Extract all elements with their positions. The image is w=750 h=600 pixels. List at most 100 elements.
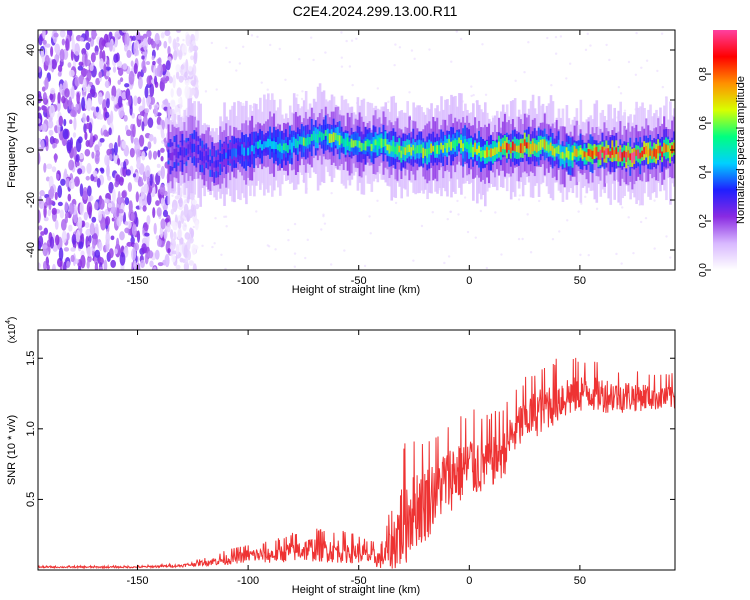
ridge-cell — [436, 145, 439, 154]
noise-speck — [184, 257, 189, 265]
ridge-cell — [233, 148, 236, 157]
sparse-speck — [223, 215, 226, 219]
noise-speck — [131, 247, 137, 261]
noise-speck — [132, 173, 137, 178]
sparse-speck — [213, 242, 216, 245]
noise-speck — [153, 222, 157, 235]
sparse-speck — [293, 252, 297, 255]
sparse-speck — [330, 191, 333, 195]
ridge-cell — [639, 152, 642, 159]
noise-speck — [148, 134, 154, 142]
noise-speck — [91, 151, 95, 159]
noise-speck — [104, 198, 110, 204]
ridge-cell — [521, 143, 525, 154]
noise-speck — [177, 220, 182, 230]
ridge-cell — [553, 148, 557, 157]
noise-speck — [173, 50, 178, 61]
noise-speck — [57, 123, 61, 135]
sparse-speck — [605, 43, 608, 47]
sparse-speck — [300, 97, 304, 101]
sparse-speck — [456, 199, 459, 203]
snr-series-line — [38, 357, 675, 570]
ridge-cell — [663, 142, 666, 154]
noise-speck — [83, 211, 88, 221]
ridge-cell — [523, 139, 527, 146]
sparse-speck — [627, 60, 631, 64]
ridge-cell — [541, 139, 545, 148]
sparse-speck — [584, 48, 588, 52]
noise-speck — [107, 202, 113, 209]
noise-speck — [132, 123, 136, 138]
noise-speck — [116, 207, 120, 220]
noise-speck — [87, 84, 91, 93]
sparse-speck — [398, 46, 402, 49]
ridge-cell — [412, 144, 415, 151]
ridge-cell — [444, 142, 447, 149]
noise-speck — [38, 94, 43, 104]
noise-speck — [142, 97, 146, 111]
sparse-speck — [225, 46, 228, 50]
ridge-cell — [257, 141, 260, 149]
noise-speck — [110, 110, 114, 124]
ridge-cell — [589, 149, 593, 157]
noise-speck — [146, 75, 152, 86]
ridge-cell — [380, 138, 384, 148]
ridge-cell — [519, 143, 523, 154]
noise-speck — [194, 220, 199, 231]
noise-speck — [146, 192, 152, 206]
sparse-speck — [322, 213, 325, 216]
noise-speck — [59, 30, 66, 38]
ridge-cell — [647, 150, 650, 157]
noise-speck — [121, 190, 127, 199]
ridge-cell — [661, 151, 664, 158]
ridge-cell — [517, 145, 521, 153]
noise-speck — [49, 93, 54, 101]
sparse-speck — [449, 210, 452, 213]
noise-speck — [184, 71, 188, 78]
sparse-speck — [579, 253, 582, 257]
ridge-cell — [366, 139, 370, 147]
x-tick-label: 50 — [574, 275, 586, 287]
colorbar-tick-label: 0.4 — [698, 165, 709, 179]
noise-speck — [51, 263, 56, 270]
noise-speck — [47, 209, 52, 217]
sparse-speck — [323, 222, 327, 225]
noise-speck — [87, 196, 92, 203]
noise-speck — [98, 257, 104, 266]
noise-speck — [157, 149, 161, 158]
ridge-cell — [382, 139, 386, 148]
noise-speck — [42, 242, 49, 257]
ridge-cell — [342, 138, 346, 147]
noise-speck — [85, 228, 92, 237]
noise-speck — [119, 176, 124, 186]
noise-speck — [59, 83, 63, 95]
noise-speck — [43, 227, 49, 235]
ridge-cell — [478, 145, 481, 153]
snr-frame — [37, 329, 676, 571]
ridge-cell — [623, 150, 626, 158]
noise-speck — [167, 248, 171, 253]
ridge-cell — [290, 142, 294, 153]
ridge-cell — [396, 144, 400, 155]
sparse-speck — [343, 249, 346, 252]
noise-speck — [124, 32, 130, 47]
noise-speck — [154, 32, 160, 45]
noise-speck — [159, 184, 166, 196]
noise-speck — [68, 224, 73, 232]
ridge-cell — [430, 143, 433, 154]
noise-speck — [144, 252, 149, 265]
sparse-speck — [446, 217, 449, 221]
noise-speck — [44, 54, 50, 66]
noise-speck — [129, 103, 133, 116]
noise-speck — [175, 30, 182, 33]
noise-speck — [89, 132, 94, 146]
noise-speck — [182, 258, 186, 264]
sparse-speck — [494, 211, 497, 214]
ridge-cell — [376, 141, 380, 150]
sparse-speck — [413, 57, 416, 61]
noise-speck — [147, 141, 152, 150]
noise-speck — [38, 106, 42, 111]
noise-speck — [104, 80, 110, 89]
sparse-speck — [293, 265, 297, 268]
noise-speck — [121, 30, 128, 33]
